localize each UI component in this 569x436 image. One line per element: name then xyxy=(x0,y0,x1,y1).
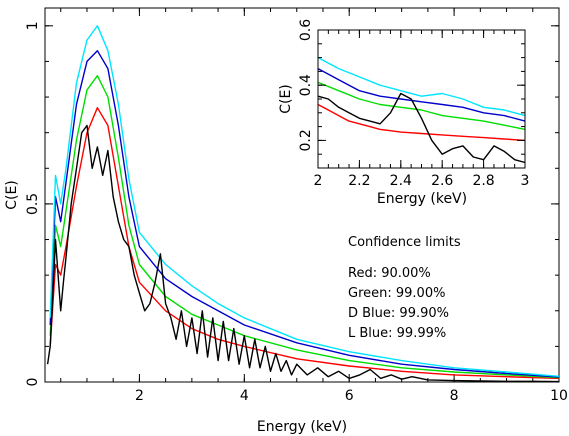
main-x-tick-label-4: 10 xyxy=(550,388,568,404)
confidence-legend: Confidence limits Red: 90.00% Green: 99.… xyxy=(348,235,461,341)
inset-series-line-4 xyxy=(317,92,526,164)
main-axis-ticks: 2 4 6 8 10 0 0.5 1 xyxy=(25,8,568,404)
inset-y-axis-label: C(E) xyxy=(278,84,294,114)
inset-x-tick-label-0: 2 xyxy=(314,173,323,189)
inset-y-tick-label-0: 0.2 xyxy=(298,129,314,151)
legend-item-dark-blue: D Blue: 99.90% xyxy=(348,306,449,321)
main-x-tick-label-0: 2 xyxy=(135,388,144,404)
main-y-tick-label-0: 0 xyxy=(25,378,41,387)
inset-x-tick-label-3: 2.6 xyxy=(431,173,453,189)
inset-plot: 2 2.2 2.4 2.6 2.8 3 0.2 0.4 0.6 Energy (keV) C(E… xyxy=(278,19,529,207)
main-series-line-1 xyxy=(49,75,560,379)
main-x-tick-label-1: 4 xyxy=(240,388,249,404)
inset-x-axis-label: Energy (keV) xyxy=(377,191,467,207)
inset-y-tick-label-1: 0.4 xyxy=(298,74,314,96)
inset-series-line-0 xyxy=(317,103,526,142)
main-plot-frame xyxy=(44,7,560,383)
main-series-line-4 xyxy=(46,124,560,383)
inset-y-tick-label-2: 0.6 xyxy=(298,19,314,41)
main-y-axis-label: C(E) xyxy=(4,180,20,210)
main-series-line-3 xyxy=(49,25,560,377)
main-series-group xyxy=(46,25,560,383)
inset-x-tick-label-5: 3 xyxy=(521,173,530,189)
inset-series-line-2 xyxy=(317,67,526,122)
inset-x-tick-label-2: 2.4 xyxy=(390,173,412,189)
main-x-axis-label: Energy (keV) xyxy=(257,419,347,435)
legend-item-green: Green: 99.00% xyxy=(348,286,445,301)
inset-x-tick-label-4: 2.8 xyxy=(472,173,494,189)
main-y-tick-label-1: 0.5 xyxy=(25,193,41,215)
main-x-tick-label-2: 6 xyxy=(345,388,354,404)
inset-x-tick-label-1: 2.2 xyxy=(348,173,370,189)
inset-series-line-1 xyxy=(317,81,526,131)
legend-item-red: Red: 90.00% xyxy=(348,266,431,281)
inset-axis-ticks: 2 2.2 2.4 2.6 2.8 3 0.2 0.4 0.6 xyxy=(298,19,529,189)
main-x-tick-label-3: 8 xyxy=(450,388,459,404)
inset-series-line-3 xyxy=(317,56,526,117)
legend-item-light-blue: L Blue: 99.99% xyxy=(348,326,446,341)
main-plot: 2 4 6 8 10 0 0.5 1 Energy (keV) C(E) xyxy=(4,7,568,435)
legend-title: Confidence limits xyxy=(348,235,461,250)
main-series-line-2 xyxy=(49,50,560,378)
main-y-tick-label-2: 1 xyxy=(25,21,41,30)
inset-background xyxy=(318,30,525,168)
inset-series-group xyxy=(317,56,526,164)
